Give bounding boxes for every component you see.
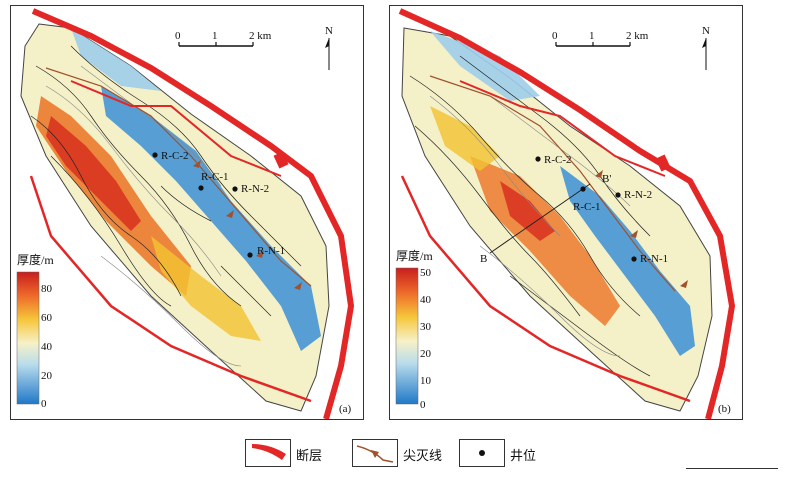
section-start-label: B bbox=[480, 253, 487, 265]
colorbar-title: 厚度/m bbox=[17, 252, 54, 267]
scale-tick-label: 1 bbox=[589, 30, 595, 42]
well-label: R-N-2 bbox=[624, 189, 652, 201]
legend-well-label: 井位 bbox=[510, 449, 537, 464]
legend-pinchout-label: 尖灭线 bbox=[403, 449, 443, 464]
scale-tick-label: 0 bbox=[552, 30, 558, 42]
north-label: N bbox=[325, 25, 333, 37]
colorbar-gradient bbox=[395, 267, 419, 405]
colorbar-tick: 20 bbox=[41, 370, 53, 382]
pinchout-icon bbox=[356, 445, 394, 463]
colorbar-tick: 0 bbox=[420, 399, 426, 411]
colorbar-a: 厚度/m 80 60 40 20 0 bbox=[16, 252, 54, 410]
pinchout-line-a bbox=[45, 67, 312, 287]
scale-bar-a: 0 1 2 km bbox=[175, 30, 272, 47]
fault-icon bbox=[252, 444, 286, 460]
legend-fault-swatch bbox=[245, 439, 291, 467]
well-icon bbox=[479, 450, 485, 456]
panel-tag: (a) bbox=[339, 403, 352, 415]
well-marker bbox=[631, 256, 637, 262]
well-marker bbox=[535, 156, 541, 162]
thickness-map-b: B B' R-C-2 R-C-1 R-N-2 R-N-1 0 1 2 km N bbox=[395, 8, 736, 419]
colorbar-tick: 50 bbox=[420, 267, 432, 279]
fault-inner-b bbox=[459, 80, 666, 177]
colorbar-tick: 40 bbox=[41, 341, 53, 353]
map-panel-b: B B' R-C-2 R-C-1 R-N-2 R-N-1 0 1 2 km N bbox=[389, 5, 743, 420]
north-arrow-a: N bbox=[325, 25, 333, 70]
well-label: R-C-1 bbox=[573, 201, 601, 213]
well-marker bbox=[152, 152, 158, 158]
colorbar-tick: 80 bbox=[41, 283, 53, 295]
thin-zone-a bbox=[101, 86, 321, 351]
well-marker bbox=[198, 185, 204, 191]
well-marker bbox=[580, 186, 586, 192]
fault-marker-b bbox=[655, 154, 671, 172]
scale-bar-b: 0 1 2 km bbox=[552, 30, 649, 47]
well-label: R-N-1 bbox=[640, 253, 668, 265]
fault-south-a bbox=[29, 175, 312, 403]
fault-inner-a bbox=[70, 80, 282, 177]
well-label: R-C-2 bbox=[544, 154, 572, 166]
colorbar-b: 厚度/m 50 40 30 20 10 0 bbox=[395, 248, 433, 411]
section-line-b: B B' bbox=[480, 173, 611, 265]
colorbar-gradient bbox=[16, 271, 40, 405]
well-label: R-C-1 bbox=[201, 171, 229, 183]
legend-pinchout-swatch bbox=[352, 439, 398, 467]
contours-a bbox=[30, 45, 302, 317]
thin-zone-b bbox=[560, 166, 695, 356]
well-marker bbox=[232, 186, 238, 192]
colorbar-tick: 10 bbox=[420, 375, 432, 387]
well-label: R-N-2 bbox=[241, 183, 269, 195]
thickness-map-a: R-C-2 R-C-1 R-N-2 R-N-1 0 1 2 km N 厚度/m bbox=[16, 8, 355, 419]
colorbar-tick: 60 bbox=[41, 312, 53, 324]
contours-b bbox=[409, 55, 651, 377]
well-marker bbox=[247, 252, 253, 258]
scale-tick-label: 0 bbox=[175, 30, 181, 42]
panel-tag: (b) bbox=[718, 403, 731, 415]
wells-b: R-C-2 R-C-1 R-N-2 R-N-1 bbox=[535, 154, 668, 265]
legend-fault-label: 断层 bbox=[296, 449, 323, 464]
colorbar-tick: 40 bbox=[420, 294, 432, 306]
pinchout-line-b bbox=[429, 75, 676, 292]
colorbar-title: 厚度/m bbox=[396, 248, 433, 263]
north-arrow-b: N bbox=[702, 25, 710, 70]
fault-marker-a bbox=[273, 151, 289, 169]
mid-zone-a bbox=[151, 236, 261, 341]
map-panel-a: R-C-2 R-C-1 R-N-2 R-N-1 0 1 2 km N 厚度/m bbox=[10, 5, 364, 420]
scale-tick-label: 2 km bbox=[626, 30, 649, 42]
colorbar-tick: 20 bbox=[420, 348, 432, 360]
upper-thin-zone-a bbox=[71, 28, 161, 91]
colorbar-tick: 30 bbox=[420, 321, 432, 333]
well-label: R-N-1 bbox=[257, 245, 285, 257]
section-end-label: B' bbox=[602, 173, 611, 185]
well-marker bbox=[615, 192, 621, 198]
pinchout-ticks-a bbox=[193, 160, 302, 290]
divider-line bbox=[686, 468, 778, 469]
pinchout-ticks-b bbox=[595, 170, 688, 288]
well-label: R-C-2 bbox=[161, 150, 189, 162]
fault-north-a bbox=[31, 8, 355, 419]
thick-core-a bbox=[46, 116, 141, 231]
north-label: N bbox=[702, 25, 710, 37]
upper-thin-zone-b bbox=[430, 31, 540, 101]
wells-a: R-C-2 R-C-1 R-N-2 R-N-1 bbox=[152, 150, 285, 258]
thick-core-b bbox=[500, 181, 555, 241]
scale-tick-label: 1 bbox=[212, 30, 218, 42]
fault-south-b bbox=[400, 175, 691, 403]
mid-zone-b bbox=[430, 106, 500, 171]
scale-tick-label: 2 km bbox=[249, 30, 272, 42]
colorbar-tick: 0 bbox=[41, 398, 47, 410]
legend-well-swatch bbox=[459, 439, 505, 467]
